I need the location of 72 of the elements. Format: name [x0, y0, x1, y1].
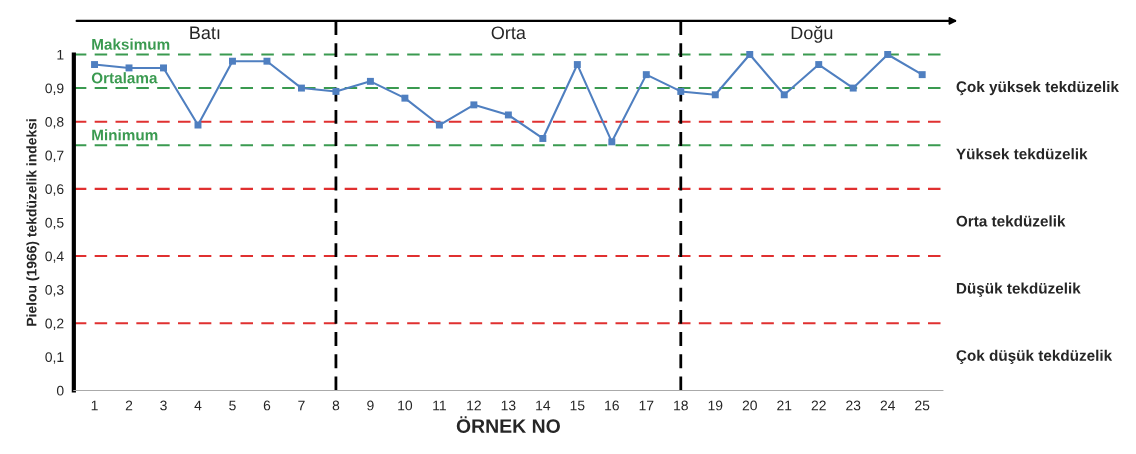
- x-tick-label: 9: [367, 400, 374, 411]
- x-tick-label: 25: [915, 400, 930, 411]
- y-tick-label: 0,3: [45, 284, 64, 297]
- x-tick-label: 23: [846, 400, 861, 411]
- ref-line-label: Ortalama: [91, 72, 158, 84]
- point: [401, 94, 409, 102]
- y-tick-label: 0,4: [45, 251, 64, 263]
- x-tick-label: 6: [263, 400, 271, 411]
- text: Çok düşük tekdüzelik: [956, 349, 1113, 364]
- y-tick-label: 0,1: [45, 352, 64, 364]
- x-tick-label: 8: [332, 400, 340, 411]
- point: [263, 57, 271, 65]
- x-tick-label: 2: [125, 400, 133, 411]
- x-tick-label: 21: [777, 400, 792, 411]
- x-tick-label: 16: [605, 400, 619, 411]
- x-tick-label: 15: [570, 400, 585, 411]
- point: [297, 84, 305, 92]
- text: Yüksek tekdüzelik: [956, 148, 1088, 160]
- x-tick-label: 5: [229, 400, 236, 411]
- text: Batı: [190, 26, 220, 40]
- point: [642, 71, 650, 79]
- text: Çok yüksek tekdüzelik: [956, 80, 1119, 96]
- x-tick-label: 10: [398, 400, 413, 411]
- point: [366, 77, 374, 85]
- x-tick-label: 17: [639, 400, 654, 411]
- y-tick-label: 0,9: [45, 83, 64, 95]
- ref-line-label: Minimum: [92, 129, 158, 141]
- point: [711, 91, 719, 99]
- y-tick-label: 0,5: [45, 217, 64, 230]
- point: [435, 121, 443, 129]
- x-axis-title: ÖRNEK NO: [456, 416, 560, 433]
- y-axis-title: Pielou (1966) tekdüzelik indeksi: [26, 119, 40, 326]
- x-tick-label: 7: [298, 400, 305, 411]
- point: [608, 138, 616, 146]
- y-tick-label: 0,7: [45, 150, 64, 163]
- point: [470, 101, 478, 109]
- x-tick-label: 4: [194, 400, 202, 411]
- y-tick-label: 0,8: [45, 117, 64, 129]
- point: [884, 51, 892, 58]
- text: Düşük tekdüzelik: [956, 282, 1081, 297]
- x-tick-label: 20: [742, 400, 757, 411]
- point: [746, 51, 754, 58]
- point: [332, 87, 340, 95]
- point: [780, 91, 788, 99]
- ref-line-label: Maksimum: [92, 38, 170, 50]
- text: Doğu: [791, 25, 833, 43]
- text: Orta: [491, 26, 526, 40]
- text: Orta tekdüzelik: [956, 215, 1066, 227]
- x-tick-label: 22: [811, 400, 826, 411]
- y-tick-label: 0,6: [45, 184, 64, 196]
- point: [91, 61, 98, 69]
- point: [229, 57, 236, 65]
- point: [160, 64, 167, 72]
- point: [849, 84, 857, 92]
- x-tick-label: 12: [467, 400, 481, 411]
- x-tick-label: 14: [536, 400, 551, 411]
- point: [677, 87, 685, 95]
- y-tick-label: 0,2: [45, 318, 64, 331]
- point: [504, 111, 512, 119]
- point: [918, 71, 926, 79]
- point: [815, 61, 823, 69]
- x-tick-label: 1: [91, 400, 98, 411]
- x-tick-label: 18: [674, 400, 688, 411]
- y-tick-label: 0: [56, 385, 64, 396]
- point: [539, 135, 547, 142]
- x-tick-label: 3: [160, 400, 167, 411]
- x-tick-label: 13: [501, 400, 516, 411]
- x-tick-label: 11: [433, 400, 446, 411]
- point: [573, 61, 581, 69]
- y-tick-label: 1: [57, 49, 64, 60]
- x-tick-label: 19: [708, 400, 723, 411]
- x-tick-label: 24: [880, 400, 896, 411]
